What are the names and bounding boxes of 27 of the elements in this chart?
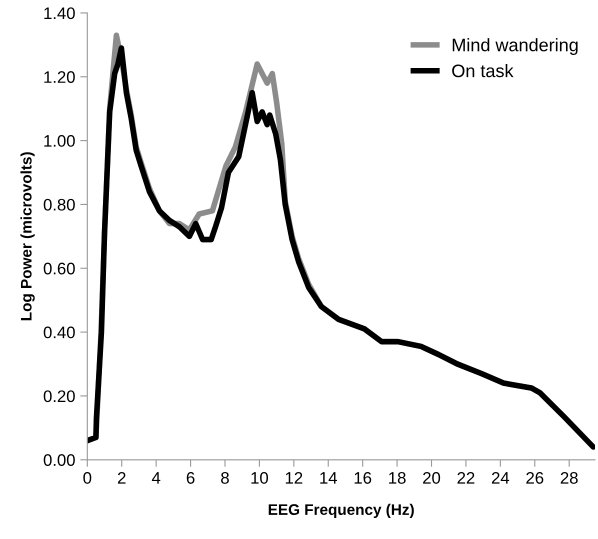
y-tick-label: 1.20	[44, 71, 75, 83]
y-tick-label: 0.80	[44, 198, 75, 211]
y-tick-label: 1.00	[44, 135, 75, 147]
x-tick-label: 4	[152, 472, 160, 484]
x-tick-label: 2	[118, 472, 126, 484]
y-tick-label: 0.20	[44, 390, 75, 402]
x-tick-label: 10	[251, 472, 268, 484]
x-tick-label: 12	[286, 472, 302, 484]
x-tick-label: 20	[423, 472, 440, 484]
x-tick-label: 28	[560, 472, 578, 484]
x-tick-label: 14	[320, 472, 338, 484]
y-tick-label: 1.40	[44, 7, 75, 20]
y-axis-title: Log Power (microvolts)	[20, 152, 35, 320]
x-tick-label: 26	[526, 472, 544, 484]
x-tick-label: 16	[354, 472, 372, 484]
x-axis-title: EEG Frequency (Hz)	[268, 504, 414, 518]
y-tick-label: 0.00	[44, 454, 75, 466]
x-tick-label: 18	[389, 472, 406, 484]
y-tick-label: 0.40	[44, 326, 75, 338]
legend-label: On task	[452, 64, 514, 78]
x-tick-label: 8	[221, 472, 229, 484]
x-tick-label: 22	[458, 472, 474, 484]
x-tick-label: 0	[83, 472, 92, 484]
x-tick-label: 6	[186, 472, 194, 484]
legend-label: Mind wandering	[452, 38, 578, 55]
y-tick-label: 0.60	[44, 262, 75, 274]
x-tick-label: 24	[492, 472, 510, 484]
